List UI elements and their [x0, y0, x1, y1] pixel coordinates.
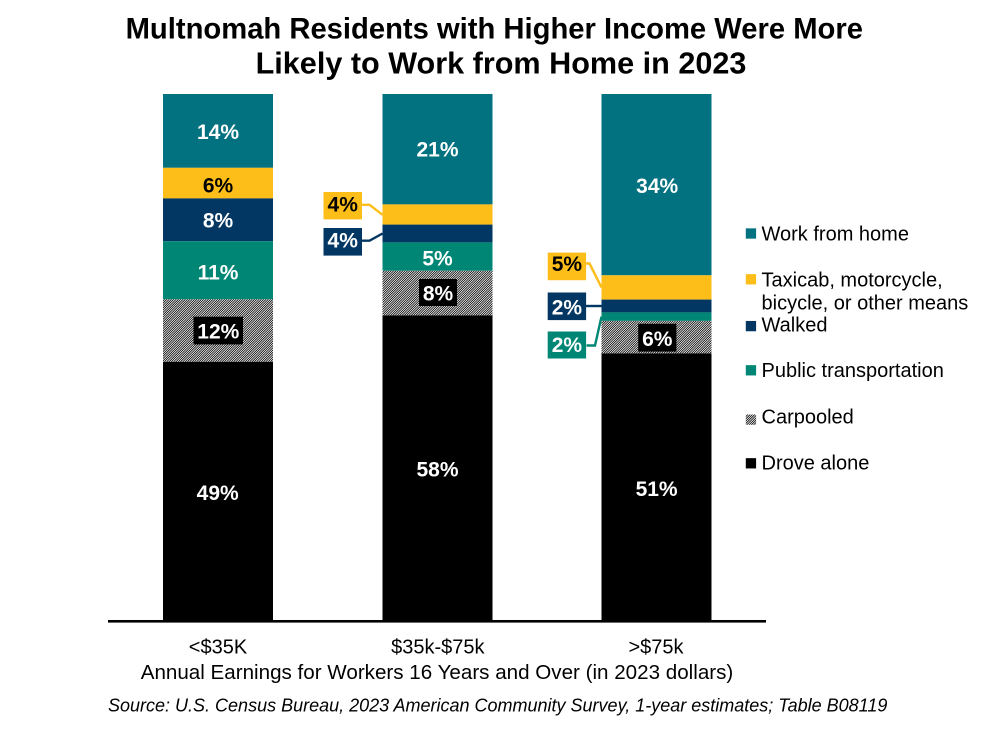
svg-text:49%: 49%: [197, 482, 239, 505]
svg-text:51%: 51%: [636, 478, 678, 501]
svg-text:11%: 11%: [198, 261, 239, 284]
svg-text:21%: 21%: [416, 139, 458, 162]
svg-text:14%: 14%: [197, 121, 239, 144]
svg-text:Multnomah Residents with Highe: Multnomah Residents with Higher Income W…: [126, 14, 863, 46]
svg-text:Likely to Work from Home in 20: Likely to Work from Home in 2023: [256, 47, 747, 81]
svg-text:<$35K: <$35K: [189, 637, 248, 659]
svg-text:34%: 34%: [636, 175, 678, 198]
svg-text:Source: U.S. Census Bureau, 20: Source: U.S. Census Bureau, 2023 America…: [108, 696, 887, 716]
svg-text:5%: 5%: [422, 247, 453, 270]
svg-text:Annual Earnings for Workers 16: Annual Earnings for Workers 16 Years and…: [141, 661, 734, 684]
svg-text:Carpooled: Carpooled: [762, 407, 854, 429]
svg-text:2%: 2%: [552, 296, 583, 319]
svg-text:4%: 4%: [328, 230, 359, 253]
svg-text:5%: 5%: [552, 253, 583, 276]
svg-text:8%: 8%: [203, 209, 234, 232]
svg-text:Taxicab, motorcycle,: Taxicab, motorcycle,: [762, 270, 943, 292]
svg-text:6%: 6%: [642, 328, 673, 351]
svg-text:8%: 8%: [423, 283, 454, 306]
svg-text:$35k-$75k: $35k-$75k: [391, 637, 485, 659]
svg-text:>$75k: >$75k: [628, 637, 684, 659]
svg-text:6%: 6%: [203, 174, 234, 197]
svg-text:58%: 58%: [416, 458, 458, 481]
svg-text:2%: 2%: [552, 334, 583, 357]
svg-text:4%: 4%: [328, 193, 359, 216]
svg-text:Walked: Walked: [762, 315, 828, 337]
svg-text:Work from home: Work from home: [762, 223, 909, 245]
svg-text:Drove alone: Drove alone: [762, 453, 870, 475]
svg-text:12%: 12%: [197, 320, 239, 343]
svg-text:bicycle, or other means: bicycle, or other means: [762, 293, 969, 315]
svg-text:Public transportation: Public transportation: [762, 360, 944, 382]
